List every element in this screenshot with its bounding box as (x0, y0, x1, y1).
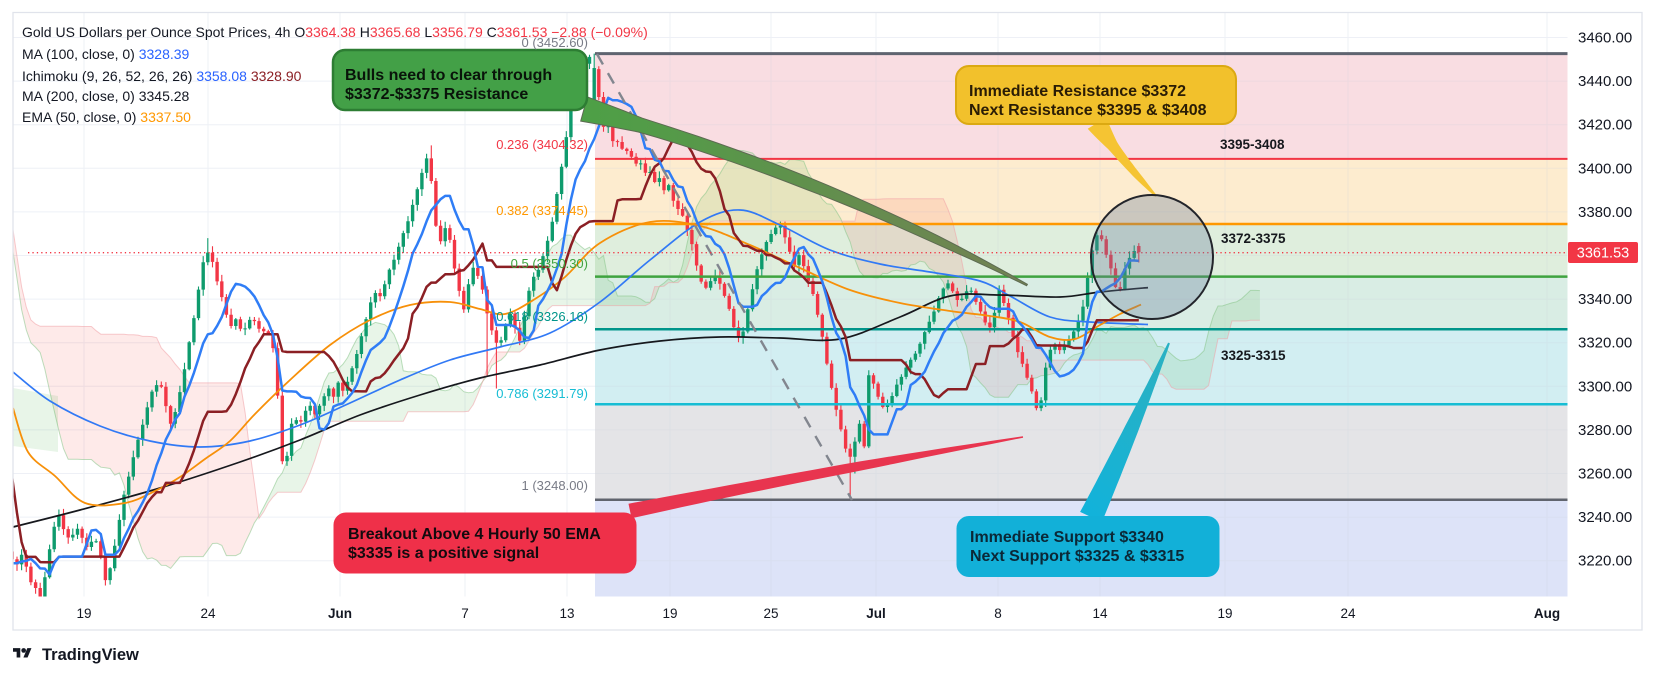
svg-text:19: 19 (76, 606, 91, 621)
svg-text:3400.00: 3400.00 (1578, 160, 1632, 177)
svg-text:3460.00: 3460.00 (1578, 30, 1632, 47)
svg-text:24: 24 (1340, 606, 1356, 621)
svg-text:3280.00: 3280.00 (1578, 422, 1632, 439)
svg-text:0.618 (3326.16): 0.618 (3326.16) (496, 309, 588, 324)
svg-text:3380.00: 3380.00 (1578, 204, 1632, 221)
svg-text:$3335 is a positive signal: $3335 is a positive signal (348, 545, 539, 562)
svg-text:0.786 (3291.79): 0.786 (3291.79) (496, 386, 588, 401)
svg-text:3320.00: 3320.00 (1578, 335, 1632, 352)
svg-text:3372-3375: 3372-3375 (1221, 231, 1286, 246)
svg-text:3361.53: 3361.53 (1577, 246, 1629, 262)
svg-text:Aug: Aug (1534, 606, 1560, 621)
svg-text:1 (3248.00): 1 (3248.00) (522, 478, 589, 493)
svg-text:TradingView: TradingView (42, 646, 139, 664)
svg-text:25: 25 (763, 606, 778, 621)
svg-text:0.236 (3404.32): 0.236 (3404.32) (496, 137, 588, 152)
svg-text:Gold US Dollars per Ounce Spot: Gold US Dollars per Ounce Spot Prices, 4… (22, 24, 648, 40)
svg-text:MA (200, close, 0) 3345.28: MA (200, close, 0) 3345.28 (22, 88, 190, 104)
svg-text:7: 7 (461, 606, 469, 621)
svg-text:3340.00: 3340.00 (1578, 291, 1632, 308)
svg-text:14: 14 (1092, 606, 1108, 621)
svg-text:3240.00: 3240.00 (1578, 509, 1632, 526)
svg-text:3260.00: 3260.00 (1578, 466, 1632, 483)
svg-text:Jul: Jul (866, 606, 886, 621)
svg-text:MA (100, close, 0) 3328.39: MA (100, close, 0) 3328.39 (22, 46, 190, 62)
svg-text:0.5 (3350.30): 0.5 (3350.30) (511, 256, 588, 271)
svg-text:3420.00: 3420.00 (1578, 117, 1632, 134)
svg-text:8: 8 (994, 606, 1002, 621)
svg-text:Next Support $3325 & $3315: Next Support $3325 & $3315 (970, 548, 1184, 565)
svg-text:3440.00: 3440.00 (1578, 73, 1632, 90)
svg-text:EMA (50, close, 0) 3337.50: EMA (50, close, 0) 3337.50 (22, 109, 191, 125)
svg-text:Next Resistance $3395 & $3408: Next Resistance $3395 & $3408 (969, 102, 1207, 119)
svg-text:$3372-$3375 Resistance: $3372-$3375 Resistance (345, 86, 528, 103)
svg-text:Immediate Support $3340: Immediate Support $3340 (970, 529, 1164, 546)
svg-text:3325-3315: 3325-3315 (1221, 348, 1286, 363)
svg-text:Ichimoku (9, 26, 52, 26, 26): Ichimoku (9, 26, 52, 26, 26) 3358.08 332… (22, 68, 302, 84)
svg-text:Immediate Resistance $3372: Immediate Resistance $3372 (969, 83, 1186, 100)
svg-text:3395-3408: 3395-3408 (1220, 137, 1285, 152)
svg-text:19: 19 (1217, 606, 1232, 621)
svg-text:Jun: Jun (328, 606, 352, 621)
svg-text:24: 24 (200, 606, 216, 621)
svg-text:0 (3452.60): 0 (3452.60) (522, 35, 589, 50)
svg-text:Breakout Above 4 Hourly 50 EMA: Breakout Above 4 Hourly 50 EMA (348, 526, 601, 543)
svg-text:3300.00: 3300.00 (1578, 378, 1632, 395)
svg-text:13: 13 (559, 606, 574, 621)
svg-text:19: 19 (662, 606, 677, 621)
svg-text:3220.00: 3220.00 (1578, 553, 1632, 570)
svg-text:0.382 (3374.45): 0.382 (3374.45) (496, 203, 588, 218)
svg-text:Bulls need to clear through: Bulls need to clear through (345, 67, 552, 84)
